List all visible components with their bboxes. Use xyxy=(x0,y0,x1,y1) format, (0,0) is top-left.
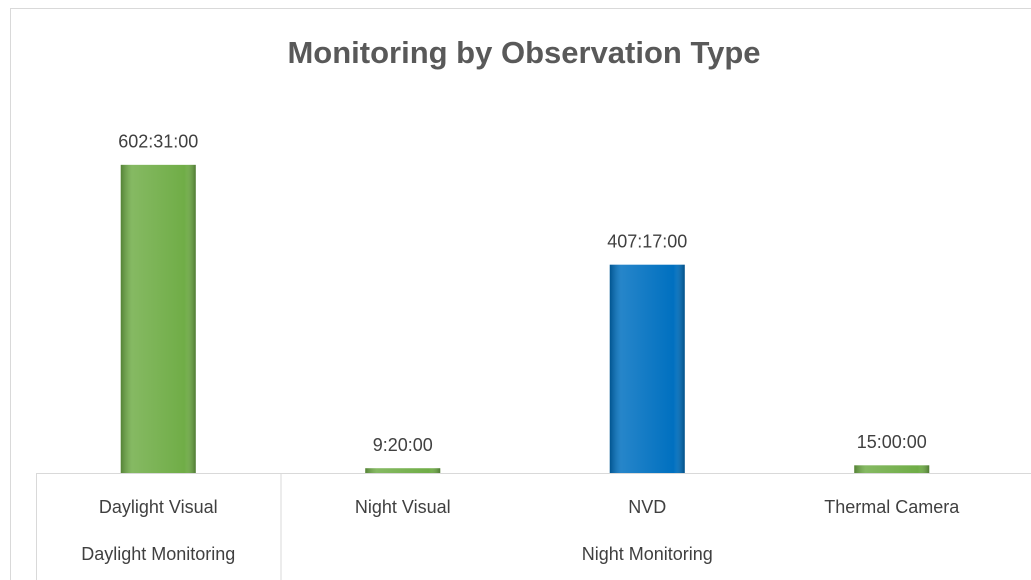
group-label: Daylight Monitoring xyxy=(81,544,235,564)
group-label: Night Monitoring xyxy=(582,544,713,564)
chart-title: Monitoring by Observation Type xyxy=(287,35,760,70)
data-label: 602:31:00 xyxy=(118,132,198,152)
x-tick-label: Daylight Visual xyxy=(99,497,218,517)
bar xyxy=(120,164,196,473)
x-tick-label: Night Visual xyxy=(355,497,451,517)
x-tick-label: Thermal Camera xyxy=(824,497,960,517)
bar xyxy=(365,468,441,473)
data-label: 407:17:00 xyxy=(607,231,687,251)
data-label: 15:00:00 xyxy=(857,432,927,452)
bar xyxy=(609,264,685,473)
data-label: 9:20:00 xyxy=(373,435,433,455)
x-tick-label: NVD xyxy=(628,497,666,517)
bar xyxy=(854,465,930,473)
